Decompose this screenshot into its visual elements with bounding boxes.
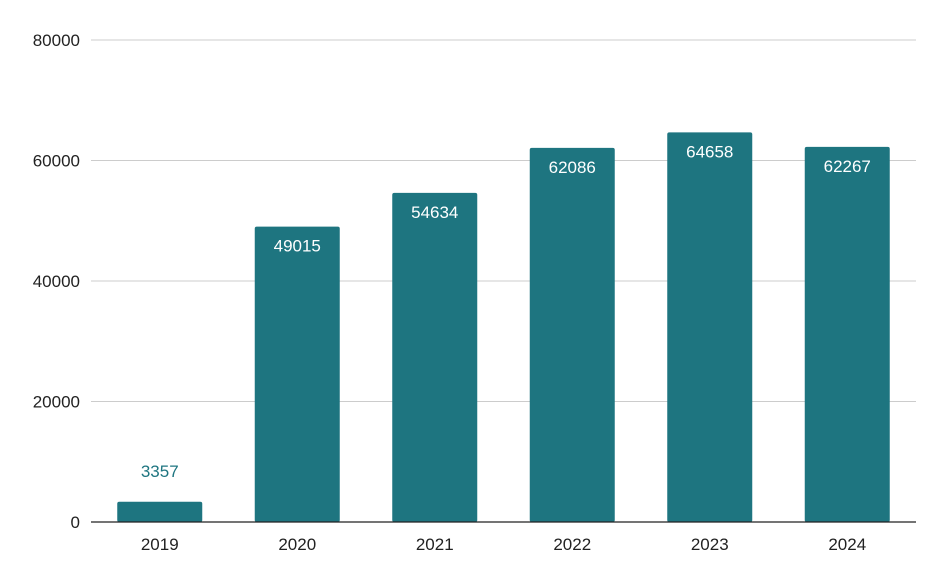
x-tick-label: 2022 — [553, 535, 591, 554]
bar-2019 — [117, 501, 203, 522]
x-tick-label: 2020 — [278, 535, 316, 554]
bar-2022 — [529, 147, 615, 522]
gridlines — [91, 39, 916, 402]
data-label-2024: 62267 — [824, 157, 871, 176]
data-labels: 3357 49015 54634 62086 64658 62267 — [141, 142, 871, 480]
x-tick-label: 2024 — [828, 535, 866, 554]
x-tick-label: 2023 — [691, 535, 729, 554]
y-tick-label: 80000 — [33, 31, 80, 50]
data-label-2020: 49015 — [274, 237, 321, 256]
data-label-2019: 3357 — [141, 462, 179, 481]
x-tick-label: 2021 — [416, 535, 454, 554]
bar-2021 — [392, 192, 478, 523]
bars — [117, 132, 890, 523]
bar-2023 — [667, 132, 753, 522]
y-axis-tick-labels: 0 20000 40000 60000 80000 — [33, 31, 80, 532]
y-tick-label: 0 — [71, 513, 80, 532]
bar-2024 — [804, 146, 890, 523]
data-label-2021: 54634 — [411, 203, 458, 222]
x-axis-tick-labels: 2019 2020 2021 2022 2023 2024 — [141, 535, 866, 554]
y-tick-label: 60000 — [33, 152, 80, 171]
x-tick-label: 2019 — [141, 535, 179, 554]
bar-2020 — [254, 226, 340, 522]
data-label-2023: 64658 — [686, 142, 733, 161]
y-tick-label: 20000 — [33, 393, 80, 412]
data-label-2022: 62086 — [549, 158, 596, 177]
y-tick-label: 40000 — [33, 272, 80, 291]
